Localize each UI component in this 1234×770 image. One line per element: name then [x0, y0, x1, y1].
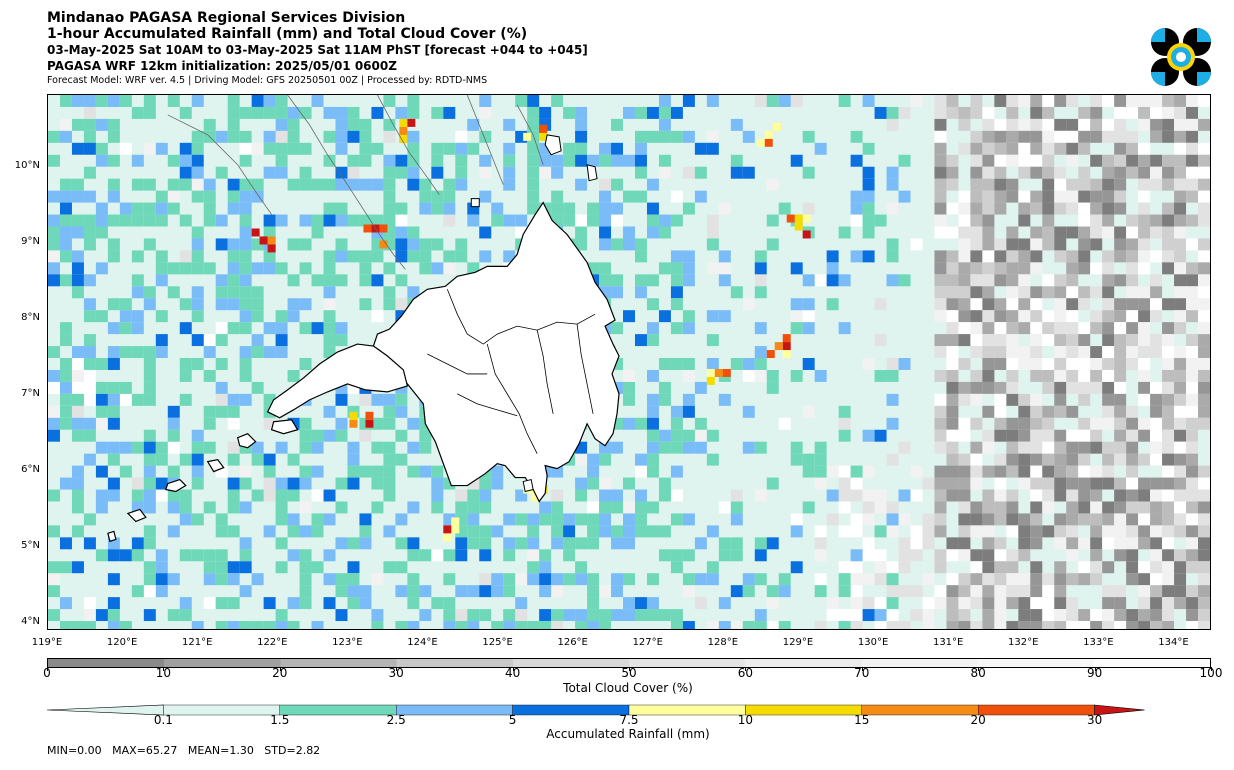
- lon-label: 127°E: [632, 637, 663, 648]
- coastline-layer: [107, 134, 620, 543]
- cc-tick-label: 90: [1086, 666, 1103, 680]
- credits-line: Forecast Model: WRF ver. 4.5 | Driving M…: [47, 75, 488, 86]
- lon-label: 126°E: [557, 637, 588, 648]
- dinagat: [544, 134, 562, 156]
- pagasa-logo: [1151, 28, 1211, 86]
- lon-label: 130°E: [857, 637, 889, 648]
- lon-label: 125°E: [482, 637, 513, 648]
- lat-label: 6°N: [21, 464, 40, 476]
- rf-tick-label: 7.5: [619, 713, 639, 727]
- sulu-islands-1: [236, 433, 257, 449]
- cc-tickmark: [163, 667, 165, 671]
- rf-tick-label: 0.1: [153, 713, 173, 727]
- rainfall-colorbar: [46, 704, 1145, 716]
- lat-label: 9°N: [21, 236, 40, 248]
- cc-tickmark: [861, 667, 863, 671]
- cc-tickmark: [47, 667, 48, 671]
- lat-label: 8°N: [21, 312, 40, 324]
- sulu-islands-2: [206, 458, 225, 473]
- cc-tickmark: [512, 667, 514, 671]
- rf-segment: [745, 704, 863, 716]
- cc-tick-label: 70: [854, 666, 870, 680]
- lon-label: 129°E: [782, 637, 814, 648]
- cc-tick-label: 50: [621, 666, 637, 680]
- weather-map: [47, 94, 1211, 630]
- lon-label: 119°E: [31, 637, 63, 648]
- lon-label: 134°E: [1158, 637, 1189, 648]
- lon-label: 128°E: [707, 637, 739, 648]
- siargao: [586, 164, 598, 182]
- init-time: PAGASA WRF 12km initialization: 2025/05/…: [47, 59, 397, 73]
- rf-segment: [279, 704, 397, 716]
- rf-extend-low: [46, 704, 164, 716]
- cc-tick-label: 100: [1199, 666, 1223, 680]
- cc-tick-label: 30: [388, 666, 404, 680]
- cc-tick-label: 80: [970, 666, 986, 680]
- sulu-islands-3: [165, 478, 187, 493]
- rf-extend-high: [1094, 704, 1145, 716]
- rf-segment: [396, 704, 513, 716]
- visayas-coast: [167, 95, 544, 270]
- rf-segment: [978, 704, 1095, 716]
- rainfall-title: Accumulated Rainfall (mm): [546, 727, 710, 741]
- lat-label: 10°N: [14, 160, 40, 172]
- cc-tickmark: [978, 667, 980, 671]
- product-title: 1-hour Accumulated Rainfall (mm) and Tot…: [47, 26, 528, 42]
- rf-tick-label: 1.5: [270, 713, 290, 727]
- map-canvas: [48, 95, 1210, 629]
- rf-tick-label: 10: [737, 713, 754, 727]
- lat-label: 4°N: [21, 616, 40, 628]
- cc-tickmark: [1211, 667, 1212, 671]
- lon-label: 132°E: [1008, 637, 1039, 648]
- rf-tick-label: 5: [508, 713, 517, 727]
- cc-tick-label: 20: [272, 666, 288, 680]
- basilan: [270, 419, 299, 435]
- cc-tick-label: 40: [504, 666, 521, 680]
- lon-label: 122°E: [257, 637, 288, 648]
- sulu-islands-5: [107, 530, 117, 543]
- rf-tick-label: 20: [970, 713, 986, 727]
- lon-label: 121°E: [181, 637, 213, 648]
- cloud-cover-title: Total Cloud Cover (%): [563, 681, 693, 695]
- cc-tick-label: 60: [737, 666, 754, 680]
- sulu-islands-4: [126, 508, 147, 523]
- cloud-cover-layer: [48, 95, 1210, 629]
- cc-tickmark: [396, 667, 398, 671]
- rf-tick-label: 30: [1086, 713, 1103, 727]
- cc-tick-label: 0: [43, 666, 51, 680]
- lat-label: 7°N: [21, 388, 40, 400]
- org-title: Mindanao PAGASA Regional Services Divisi…: [47, 10, 406, 26]
- province-boundaries: [427, 289, 596, 454]
- lon-label: 124°E: [407, 637, 438, 648]
- sarangani: [522, 478, 534, 493]
- zamboanga-peninsula: [266, 343, 409, 419]
- valid-time: 03-May-2025 Sat 10AM to 03-May-2025 Sat …: [47, 43, 588, 57]
- mindanao-island: [372, 201, 620, 503]
- rf-segment: [163, 704, 281, 716]
- statistics-line: MIN=0.00 MAX=65.27 MEAN=1.30 STD=2.82: [47, 744, 321, 757]
- cc-tickmark: [279, 667, 281, 671]
- lat-label: 5°N: [21, 540, 40, 552]
- rf-tick-label: 15: [854, 713, 870, 727]
- cc-tick-label: 10: [155, 666, 172, 680]
- cc-tickmark: [745, 667, 747, 671]
- lon-label: 131°E: [932, 637, 964, 648]
- rf-segment: [628, 704, 746, 716]
- rf-segment: [512, 704, 630, 716]
- cc-tickmark: [1094, 667, 1096, 671]
- rf-tick-label: 2.5: [386, 713, 406, 727]
- lon-label: 120°E: [106, 637, 138, 648]
- lon-label: 133°E: [1083, 637, 1114, 648]
- camiguin: [470, 198, 480, 208]
- lon-label: 123°E: [332, 637, 363, 648]
- cc-tickmark: [629, 667, 630, 671]
- rf-segment: [861, 704, 979, 716]
